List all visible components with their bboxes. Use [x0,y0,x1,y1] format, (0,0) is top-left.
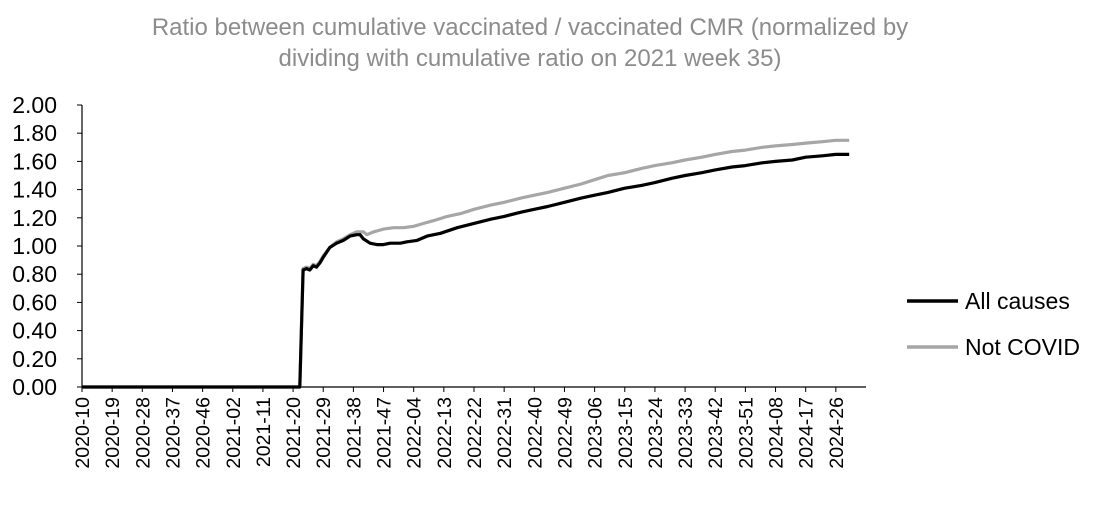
x-tick-label: 2023-24 [645,397,667,469]
x-tick-label: 2023-42 [705,397,727,469]
y-tick-label: 1.40 [12,177,57,203]
x-tick-label: 2023-33 [675,397,697,469]
x-tick-label: 2020-37 [162,397,184,469]
x-tick-label: 2022-04 [404,397,426,469]
x-tick-label: 2020-10 [72,397,94,469]
x-tick-label: 2020-19 [102,397,124,469]
x-tick-label: 2022-31 [494,397,516,469]
x-tick-label: 2024-08 [766,397,788,469]
y-tick-label: 1.60 [12,148,57,174]
x-tick-label: 2022-49 [554,397,576,469]
x-tick-label: 2021-29 [313,397,335,469]
x-tick-label: 2022-40 [524,397,546,469]
x-tick-label: 2021-38 [343,397,365,469]
chart-title-line-2: dividing with cumulative ratio on 2021 w… [279,45,782,72]
x-tick-label: 2021-47 [374,397,396,469]
y-tick-label: 0.20 [12,346,57,372]
x-tick-label: 2021-11 [253,397,275,467]
series-line-not-covid [82,138,850,389]
x-tick-label: 2021-02 [223,397,245,469]
x-tick-label: 2023-51 [735,397,757,469]
x-tick-label: 2024-26 [826,397,848,469]
x-tick-label: 2023-15 [615,397,637,469]
chart-title-line-1: Ratio between cumulative vaccinated / va… [152,14,908,41]
x-tick-label: 2022-22 [464,397,486,469]
y-tick-label: 1.20 [12,205,57,231]
y-tick-label: 0.40 [12,318,57,344]
legend-label-not-covid: Not COVID [965,334,1080,360]
series-line-all-causes [82,152,850,389]
x-tick-label: 2021-20 [283,397,305,469]
y-tick-label: 2.00 [12,92,57,118]
x-tick-label: 2022-13 [434,397,456,469]
y-tick-label: 0.00 [12,374,57,400]
x-tick-label: 2023-06 [585,397,607,469]
legend-label-all-causes: All causes [965,288,1070,314]
legend: All causes Not COVID [907,288,1080,360]
x-tick-label: 2020-46 [193,397,215,469]
x-tick-label: 2024-17 [796,397,818,469]
y-tick-label: 1.80 [12,120,57,146]
y-tick-label: 1.00 [12,233,57,259]
y-tick-label: 0.80 [12,261,57,287]
plot-area: 0.000.200.40 0.600.801.001.201.40 1.601.80… [12,92,866,469]
x-tick-label: 2020-28 [132,397,154,469]
y-tick-label: 0.60 [12,289,57,315]
